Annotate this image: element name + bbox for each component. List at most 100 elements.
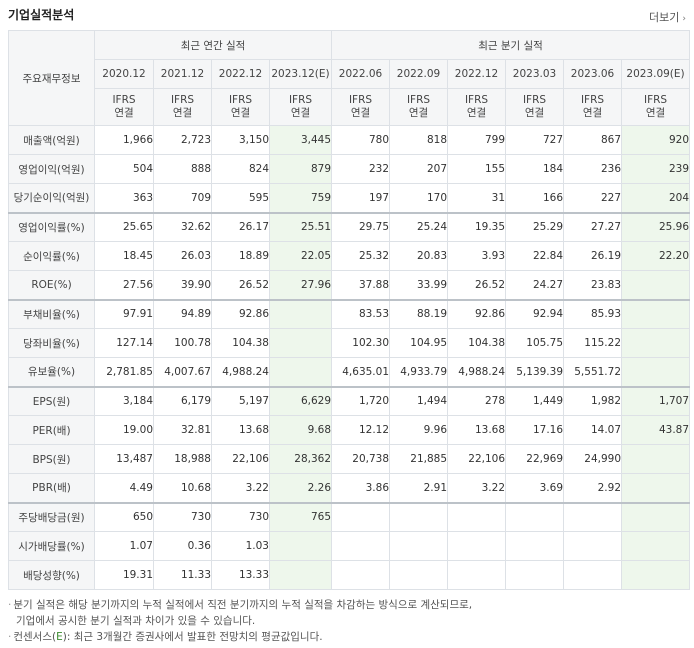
value-cell: 780: [331, 125, 391, 155]
value-cell: [389, 560, 449, 590]
value-cell: 13.33: [211, 560, 270, 590]
basis-top: IFRS: [170, 94, 195, 106]
period-header: 2023.03: [505, 59, 565, 89]
value-cell: [505, 501, 565, 532]
value-cell: 14.07: [563, 415, 623, 445]
value-cell: 23.83: [563, 270, 623, 300]
value-cell: [331, 560, 391, 590]
value-cell: 104.38: [211, 328, 270, 358]
basis-header: IFRS 연결: [153, 88, 212, 126]
value-cell: [563, 531, 623, 561]
value-cell: 105.75: [505, 328, 565, 358]
basis-header: IFRS 연결: [505, 88, 565, 126]
table-row: BPS(원) 13,487 18,988 22,106 28,362 20,738 21,8…: [8, 444, 691, 474]
basis-top: IFRS: [112, 94, 136, 106]
value-cell: [447, 501, 507, 532]
value-cell: 4,988.24: [211, 357, 270, 387]
value-cell: 19.35: [447, 211, 507, 242]
footnotes: · 분기 실적은 해당 분기까지의 누적 실적에서 직전 분기까지의 누적 실적을…: [8, 597, 472, 645]
value-cell: 17.16: [505, 415, 565, 445]
table-row: 영업이익(억원) 504 888 824 879 232 207 155 184 236 239: [8, 154, 691, 184]
value-cell: 818: [389, 125, 449, 155]
row-label: EPS(원): [8, 385, 95, 416]
row-label: PER(배): [8, 415, 95, 445]
value-cell: [447, 560, 507, 590]
value-cell: 25.51: [268, 211, 333, 242]
value-cell: 19.31: [94, 560, 154, 590]
annual-group-header: 최근 연간 실적: [93, 30, 333, 60]
value-cell: 33.99: [389, 270, 449, 300]
basis-top: IFRS: [228, 94, 253, 106]
value-cell: 85.93: [563, 298, 623, 329]
value-cell: [505, 560, 565, 590]
period-header: 2021.12: [153, 59, 212, 89]
value-cell: [621, 531, 691, 561]
basis-bottom: 연결: [350, 107, 371, 119]
row-label: ROE(%): [8, 270, 95, 300]
value-cell: [563, 560, 623, 590]
value-cell: 26.03: [153, 241, 212, 271]
value-cell: 32.81: [153, 415, 212, 445]
value-cell: 3,184: [94, 385, 154, 416]
financial-table: 주요재무정보 최근 연간 실적 최근 분기 실적 2020.12 2021.12 2…: [8, 30, 691, 590]
value-cell: 25.32: [331, 241, 391, 271]
more-link[interactable]: 더보기 ›: [649, 9, 686, 25]
value-cell: 26.52: [447, 270, 507, 300]
table-row: ROE(%) 27.56 39.90 26.52 27.96 37.88 33.99 26.5…: [8, 270, 691, 300]
footnote-2: · 컨센서스(E): 최근 3개월간 증권사에서 발표한 전망치의 평균값입니다.: [8, 631, 323, 643]
basis-header: IFRS 연결: [563, 88, 623, 126]
period-header: 2023.12(E): [268, 59, 333, 89]
value-cell: 9.68: [268, 415, 333, 445]
footnote-1-cont: 기업에서 공시한 분기 실적과 차이가 있을 수 있습니다.: [16, 615, 256, 627]
value-cell: 3.86: [331, 473, 391, 503]
value-cell: 1,494: [389, 385, 449, 416]
value-cell: 3.69: [505, 473, 565, 503]
value-cell: 504: [94, 154, 154, 184]
row-label: 부채비율(%): [8, 298, 95, 329]
value-cell: 5,197: [211, 385, 270, 416]
value-cell: 1,982: [563, 385, 623, 416]
basis-header: IFRS 연결: [621, 88, 691, 126]
value-cell: 9.96: [389, 415, 449, 445]
row-label: PBR(배): [8, 473, 95, 503]
value-cell: 18.89: [211, 241, 270, 271]
value-cell: [331, 501, 391, 532]
value-cell: 39.90: [153, 270, 212, 300]
value-cell: 115.22: [563, 328, 623, 358]
quarter-group-header: 최근 분기 실적: [331, 30, 691, 60]
value-cell: 10.68: [153, 473, 212, 503]
value-cell: 4,635.01: [331, 357, 391, 387]
value-cell: 83.53: [331, 298, 391, 329]
value-cell: 28,362: [268, 444, 333, 474]
value-cell: [563, 501, 623, 532]
row-label: 영업이익(억원): [8, 154, 95, 184]
section-title: 기업실적분석: [8, 8, 75, 22]
period-header: 2022.09: [389, 59, 449, 89]
value-cell: 727: [505, 125, 565, 155]
header: 기업실적분석 더보기 ›: [0, 0, 694, 30]
value-cell: 4,007.67: [153, 357, 212, 387]
value-cell: [621, 501, 691, 532]
value-cell: 18,988: [153, 444, 212, 474]
basis-header: IFRS 연결: [331, 88, 391, 126]
value-cell: [268, 531, 333, 561]
value-cell: 43.87: [621, 415, 691, 445]
value-cell: 2,781.85: [94, 357, 154, 387]
value-cell: 100.78: [153, 328, 212, 358]
value-cell: 1.03: [211, 531, 270, 561]
basis-header: IFRS 연결: [94, 88, 154, 126]
value-cell: 799: [447, 125, 507, 155]
value-cell: 4,933.79: [389, 357, 449, 387]
value-cell: 730: [211, 501, 270, 532]
value-cell: 24,990: [563, 444, 623, 474]
value-cell: 102.30: [331, 328, 391, 358]
value-cell: 759: [268, 183, 333, 213]
value-cell: 184: [505, 154, 565, 184]
value-cell: 26.17: [211, 211, 270, 242]
value-cell: 0.36: [153, 531, 212, 561]
value-cell: 26.52: [211, 270, 270, 300]
value-cell: 18.45: [94, 241, 154, 271]
value-cell: 3,445: [268, 125, 333, 155]
value-cell: 25.24: [389, 211, 449, 242]
value-cell: 94.89: [153, 298, 212, 329]
